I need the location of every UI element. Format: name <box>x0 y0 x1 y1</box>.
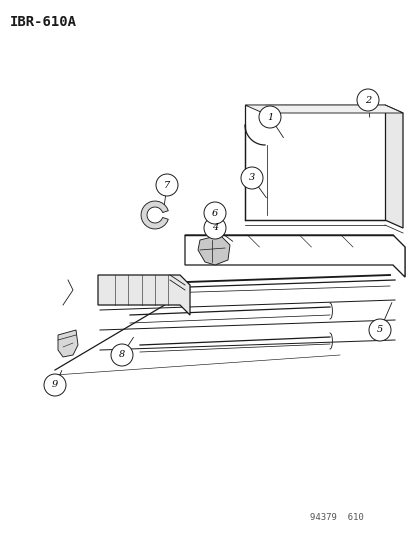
Circle shape <box>204 217 225 239</box>
Text: 7: 7 <box>164 181 170 190</box>
Polygon shape <box>384 105 402 228</box>
Polygon shape <box>197 235 230 265</box>
Text: 6: 6 <box>211 208 218 217</box>
Circle shape <box>156 174 178 196</box>
Text: IBR-610A: IBR-610A <box>10 15 77 29</box>
Circle shape <box>259 106 280 128</box>
Polygon shape <box>98 275 190 315</box>
Text: 9: 9 <box>52 381 58 390</box>
Polygon shape <box>244 105 402 113</box>
Polygon shape <box>141 201 168 229</box>
Text: 1: 1 <box>266 112 273 122</box>
Text: 94379  610: 94379 610 <box>309 513 363 522</box>
Circle shape <box>44 374 66 396</box>
Circle shape <box>204 202 225 224</box>
Polygon shape <box>58 330 78 357</box>
Text: 3: 3 <box>248 174 254 182</box>
Circle shape <box>240 167 262 189</box>
Circle shape <box>356 89 378 111</box>
Text: 4: 4 <box>211 223 218 232</box>
Text: 2: 2 <box>364 95 370 104</box>
Polygon shape <box>185 235 404 277</box>
Polygon shape <box>392 235 404 277</box>
Text: 8: 8 <box>119 351 125 359</box>
Polygon shape <box>244 105 384 220</box>
Text: 5: 5 <box>376 326 382 335</box>
Circle shape <box>111 344 133 366</box>
Circle shape <box>368 319 390 341</box>
